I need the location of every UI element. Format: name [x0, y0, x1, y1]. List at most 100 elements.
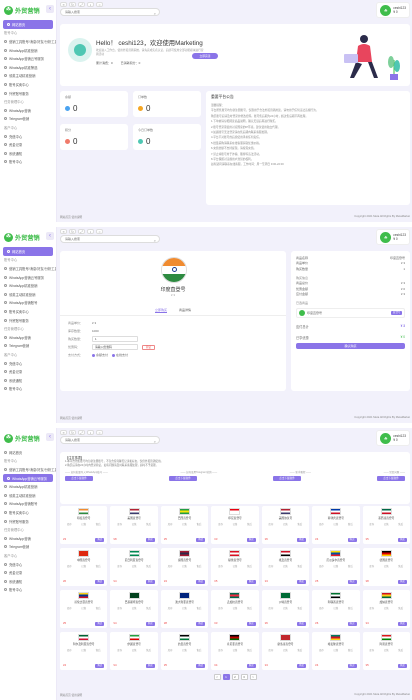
country-card[interactable]: 孟加拉直登号 库存 已售 售后 ¥3 购买 [211, 590, 259, 628]
country-card[interactable]: 印尼直登号 库存 已售 售后 ¥3 购买 [211, 506, 259, 544]
buy-button[interactable]: 购买 [145, 663, 155, 668]
tutorial-link[interactable]: —— 如何批量导入WhatsApp账号 —— [65, 471, 108, 475]
country-card[interactable]: 阿联酋直登号 库存 已售 售后 ¥6 购买 [312, 590, 360, 628]
country-card[interactable]: 厄瓜多尔直登号 库存 已售 售后 ¥5 购买 [312, 548, 360, 586]
refresh-icon[interactable]: ↻ [69, 2, 76, 7]
country-card[interactable]: 美国直登号 库存 已售 售后 ¥8 购买 [110, 506, 158, 544]
sidebar-item[interactable]: 外贸账号服务 [0, 89, 56, 98]
country-card[interactable]: 中国直登号 库存 已售 售后 ¥6 购买 [60, 548, 108, 586]
page-button[interactable]: 3 [240, 674, 248, 680]
country-card[interactable]: 肯尼亚直登号 库存 已售 售后 ¥4 购买 [211, 632, 259, 670]
country-card[interactable]: 印度直登号 库存 已售 售后 ¥3 购买 [60, 506, 108, 544]
bell-icon[interactable]: ♪ [87, 430, 94, 435]
sidebar-item[interactable]: 领英主动精准营销 [0, 491, 56, 500]
menu-icon[interactable]: ≡ [60, 430, 67, 435]
country-card[interactable]: 秘鲁直登号 库存 已售 售后 ¥5 购买 [211, 548, 259, 586]
menu-icon[interactable]: ≡ [60, 229, 67, 234]
sidebar-item[interactable]: 充值中心 [0, 560, 56, 569]
confirm-buy-button[interactable]: 确认购买 [296, 343, 405, 349]
page-button[interactable]: > [249, 674, 257, 680]
buy-button[interactable]: 购买 [196, 579, 206, 584]
country-card[interactable]: 澳大利亚直登号 库存 已售 售后 ¥8 购买 [160, 590, 209, 628]
tutorial-link[interactable]: —— 如何使用Telegram营销 —— [180, 471, 218, 475]
quantity-input[interactable]: 1 [92, 336, 138, 342]
sidebar-item[interactable]: WhatsApp营销 [0, 534, 56, 543]
country-card[interactable]: 伊朗直登号 库存 已售 售后 ¥4 购买 [110, 632, 158, 670]
collapse-icon[interactable]: ‹ [46, 433, 54, 441]
country-card[interactable]: 泰国直登号 库存 已售 售后 ¥4 购买 [160, 548, 209, 586]
download-button[interactable]: 点击下载软件 [273, 476, 301, 482]
sidebar-item[interactable]: Telegram营销 [0, 115, 56, 124]
refresh-icon[interactable]: ↻ [69, 430, 76, 435]
search-input[interactable]: 请输入搜索 ⌕ [60, 235, 160, 243]
buy-button[interactable]: 购买 [347, 579, 357, 584]
sidebar-item[interactable]: WhatsApp营销 [0, 106, 56, 115]
country-card[interactable]: 尼日利亚直登号 库存 已售 售后 ¥4 购买 [110, 548, 158, 586]
sidebar-item[interactable]: WhatsApp营销账号 [0, 299, 56, 308]
sidebar-item[interactable]: 外贸账号服务 [0, 316, 56, 325]
country-card[interactable]: 埃及直登号 库存 已售 售后 ¥4 购买 [261, 548, 310, 586]
user-menu[interactable]: ☘ ceshi123 ¥ 0 [376, 229, 410, 245]
globe-icon[interactable]: ○ [96, 229, 103, 234]
menu-icon[interactable]: ≡ [60, 2, 67, 7]
fullscreen-icon[interactable]: ⤢ [78, 2, 85, 7]
globe-icon[interactable]: ○ [96, 2, 103, 7]
pay-option-balance[interactable]: 余额支付 [92, 353, 108, 357]
sidebar-item[interactable]: 营销工具账号/消息/好友/分析工具 [0, 264, 56, 273]
buy-button[interactable]: 购买 [246, 621, 256, 626]
buy-button[interactable]: 购买 [95, 537, 105, 542]
sidebar-item[interactable]: 账号中心 [0, 385, 56, 394]
buy-button[interactable]: 购买 [95, 663, 105, 668]
sidebar-item[interactable]: 账号中心 [0, 586, 56, 595]
sidebar-item[interactable]: WhatsApp营销云号服务 [3, 473, 53, 483]
country-card[interactable]: 阿尔及利亚直登号 库存 已售 售后 ¥4 购买 [60, 632, 108, 670]
sidebar-item[interactable]: 资金记录 [0, 568, 56, 577]
country-card[interactable]: 喀麦隆直登号 库存 已售 售后 ¥4 购买 [312, 632, 360, 670]
buy-button[interactable]: 购买 [347, 537, 357, 542]
sidebar-item[interactable]: WhatsApp精准营销 [0, 281, 56, 290]
pay-option-online[interactable]: 在线支付 [112, 353, 128, 357]
search-input[interactable]: 请输入搜索 ⌕ [60, 8, 160, 16]
buy-button[interactable]: 购买 [347, 663, 357, 668]
sidebar-item[interactable]: 领英主动精准营销 [0, 72, 56, 81]
sidebar-item[interactable]: 资金记录 [0, 367, 56, 376]
sidebar-item[interactable]: 网站首页 [0, 448, 56, 457]
buy-button[interactable]: 购买 [145, 537, 155, 542]
sidebar-item[interactable]: WhatsApp营销云号服务 [0, 54, 56, 63]
buy-button[interactable]: 购买 [297, 663, 307, 668]
brand-logo[interactable]: ☘ 外贸营销 [0, 428, 56, 448]
complete-profile-button[interactable]: 立即完善 [192, 53, 218, 59]
buy-button[interactable]: 购买 [397, 537, 407, 542]
sidebar-item[interactable]: 充值中心 [0, 132, 56, 141]
buy-button[interactable]: 购买 [196, 537, 206, 542]
sidebar-item[interactable]: 营销工具账号/消息/好友/分析工具 [0, 37, 56, 46]
verify-coupon-button[interactable]: 验证 [142, 344, 156, 350]
buy-button[interactable]: 购买 [297, 537, 307, 542]
search-icon[interactable]: ⌕ [153, 439, 156, 444]
buy-button[interactable]: 购买 [397, 663, 407, 668]
download-button[interactable]: 点击下载软件 [65, 476, 93, 482]
buy-button[interactable]: 购买 [145, 621, 155, 626]
country-card[interactable]: 墨西哥直登号 库存 已售 售后 ¥5 购买 [362, 506, 410, 544]
page-button[interactable]: 2 [231, 674, 239, 680]
footer-links[interactable]: 网站首页 使用说明 [60, 417, 83, 420]
sidebar-item[interactable]: WhatsApp营销账号 [0, 500, 56, 509]
sidebar-item[interactable]: 领英主动精准营销 [0, 290, 56, 299]
sidebar-item[interactable]: WhatsApp精准筛选 [0, 63, 56, 72]
sidebar-item[interactable]: 系统通知 [0, 577, 56, 586]
brand-logo[interactable]: ☘ 外贸营销 [0, 0, 56, 20]
country-card[interactable]: 约旦直登号 库存 已售 售后 ¥5 购买 [160, 632, 209, 670]
page-button[interactable]: 1 [222, 674, 230, 680]
sidebar-item[interactable]: 充值中心 [0, 359, 56, 368]
country-card[interactable]: 美国协议号 库存 已售 售后 ¥6 购买 [261, 506, 310, 544]
sidebar-item[interactable]: 资金记录 [0, 140, 56, 149]
collapse-icon[interactable]: ‹ [46, 232, 54, 240]
buy-button[interactable]: 购买 [95, 579, 105, 584]
sidebar-item[interactable]: 账号买卖中心 [0, 508, 56, 517]
sidebar-item[interactable]: 账号中心 [0, 158, 56, 167]
country-card[interactable]: 加纳直登号 库存 已售 售后 ¥4 购买 [362, 590, 410, 628]
user-menu[interactable]: ☘ ceshi123 ¥ 0 [376, 430, 410, 446]
buy-button[interactable]: 购买 [246, 537, 256, 542]
tutorial-link[interactable]: —— 新手教程 —— [289, 471, 312, 475]
footer-links[interactable]: 网站首页 使用说明 [60, 216, 83, 219]
